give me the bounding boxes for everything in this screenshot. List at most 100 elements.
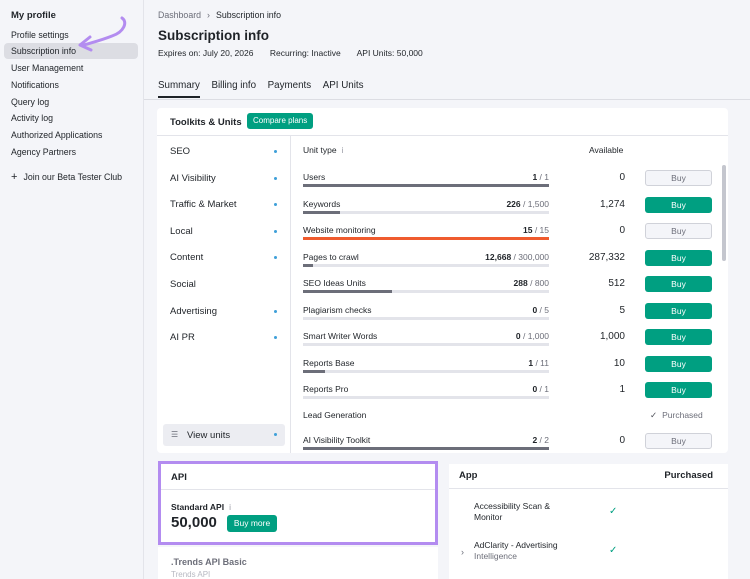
usage-bar-fill bbox=[303, 290, 392, 293]
unit-used: 0 bbox=[515, 331, 521, 341]
sidebar-item-agency-partners[interactable]: Agency Partners bbox=[11, 147, 77, 157]
usage-bar-fill bbox=[303, 237, 549, 240]
unit-used: 12,668 bbox=[485, 252, 512, 262]
breadcrumb: Dashboard › Subscription info bbox=[158, 10, 281, 20]
chevron-right-icon: › bbox=[207, 10, 210, 20]
unit-used: 1 bbox=[532, 172, 538, 182]
app-name: AdClarity - Advertising Intelligence bbox=[474, 540, 584, 562]
breadcrumb-dashboard[interactable]: Dashboard bbox=[158, 10, 202, 20]
unit-row: Website monitoring 15 / 15 0 Buy bbox=[303, 223, 725, 249]
dot-icon bbox=[274, 177, 277, 180]
unit-name: Pages to crawl bbox=[303, 252, 359, 262]
buy-button[interactable]: Buy bbox=[645, 276, 712, 292]
usage-bar bbox=[303, 290, 549, 293]
sidebar-item-profile-settings[interactable]: Profile settings bbox=[11, 30, 69, 40]
toolkit-item-seo[interactable]: SEO bbox=[170, 146, 191, 157]
buy-more-button[interactable]: Buy more bbox=[227, 515, 277, 532]
scrollbar[interactable] bbox=[722, 165, 726, 261]
panel-header: Toolkits & Units Compare plans bbox=[157, 108, 728, 136]
unit-available: 10 bbox=[613, 358, 625, 369]
view-units-button[interactable]: ☰ View units bbox=[163, 424, 285, 446]
chevron-right-icon[interactable]: › bbox=[461, 547, 464, 557]
divider bbox=[161, 489, 435, 490]
app-row[interactable]: Accessibility Scan & Monitor ✓ bbox=[449, 501, 728, 531]
unit-usage: 1 / 11 bbox=[443, 358, 549, 368]
info-icon[interactable]: i bbox=[229, 502, 231, 512]
buy-button[interactable]: Buy bbox=[645, 250, 712, 266]
toolkit-item-content[interactable]: Content bbox=[170, 252, 204, 263]
unit-name: Plagiarism checks bbox=[303, 305, 372, 315]
unit-available: 287,332 bbox=[588, 252, 625, 263]
app-purchased-header: Purchased bbox=[664, 470, 713, 481]
standard-api-value: 50,000 bbox=[171, 514, 217, 531]
unit-used: 15 bbox=[522, 225, 533, 235]
column-header-unit-type: Unit type i bbox=[303, 145, 343, 155]
unit-row: Smart Writer Words 0 / 1,000 1,000 Buy bbox=[303, 329, 725, 355]
buy-button[interactable]: Buy bbox=[645, 329, 712, 345]
tab-api-units[interactable]: API Units bbox=[322, 80, 364, 91]
unit-row: Reports Pro 0 / 1 1 Buy bbox=[303, 382, 725, 408]
usage-bar bbox=[303, 211, 549, 214]
unit-used: 2 bbox=[532, 435, 538, 445]
toolkit-item-ai-pr[interactable]: AI PR bbox=[170, 332, 195, 343]
info-icon[interactable]: i bbox=[341, 145, 344, 155]
unit-available: 0 bbox=[619, 172, 625, 183]
toolkit-list: SEO AI Visibility Traffic & Market Local… bbox=[157, 136, 291, 453]
sidebar-item-notifications[interactable]: Notifications bbox=[11, 80, 59, 90]
toolkit-item-ai-visibility[interactable]: AI Visibility bbox=[170, 173, 216, 184]
compare-plans-button[interactable]: Compare plans bbox=[247, 113, 314, 129]
main-content: Dashboard › Subscription info Subscription… bbox=[143, 0, 750, 579]
column-header-available: Available bbox=[589, 145, 624, 155]
beta-tester-label: Join our Beta Tester Club bbox=[23, 172, 123, 182]
buy-button[interactable]: Buy bbox=[645, 433, 712, 449]
toolkit-item-social[interactable]: Social bbox=[170, 279, 196, 290]
sidebar-heading: My profile bbox=[11, 10, 56, 21]
buy-button[interactable]: Buy bbox=[645, 356, 712, 372]
purchased-label: Purchased bbox=[662, 410, 703, 420]
dot-icon bbox=[274, 203, 277, 206]
unit-available: 1 bbox=[619, 384, 625, 395]
toolkit-item-local[interactable]: Local bbox=[170, 226, 193, 237]
app-name-sub: Intelligence bbox=[474, 551, 518, 561]
unit-used: 226 bbox=[506, 199, 521, 209]
unit-usage: 226 / 1,500 bbox=[443, 199, 549, 209]
expires-text: Expires on: July 20, 2026 bbox=[158, 48, 254, 58]
unit-total: / 1 bbox=[539, 172, 549, 182]
unit-name: Reports Base bbox=[303, 358, 355, 368]
app-row[interactable]: › AdClarity - Advertising Intelligence ✓ bbox=[449, 540, 728, 570]
view-units-label: View units bbox=[187, 430, 231, 441]
unit-name: Lead Generation bbox=[303, 410, 367, 420]
app-name-line2: Monitor bbox=[474, 512, 503, 522]
buy-button[interactable]: Buy bbox=[645, 382, 712, 398]
buy-button[interactable]: Buy bbox=[645, 223, 712, 239]
tab-summary[interactable]: Summary bbox=[158, 80, 200, 98]
sidebar-item-subscription-info[interactable]: Subscription info bbox=[4, 43, 138, 59]
tab-billing-info[interactable]: Billing info bbox=[211, 80, 257, 91]
unit-row: Plagiarism checks 0 / 5 5 Buy bbox=[303, 303, 725, 329]
sidebar-item-user-management[interactable]: User Management bbox=[11, 63, 84, 73]
toolkit-item-advertising[interactable]: Advertising bbox=[170, 306, 217, 317]
usage-bar bbox=[303, 370, 549, 373]
toolkit-item-traffic-market[interactable]: Traffic & Market bbox=[170, 199, 237, 210]
buy-button[interactable]: Buy bbox=[645, 170, 712, 186]
tab-bar: Summary Billing info Payments API Units bbox=[158, 80, 373, 100]
plus-icon: + bbox=[11, 171, 18, 183]
sidebar-item-activity-log[interactable]: Activity log bbox=[11, 113, 54, 123]
usage-bar bbox=[303, 396, 549, 399]
beta-tester-link[interactable]: + Join our Beta Tester Club bbox=[11, 170, 122, 184]
unit-row: AI Visibility Toolkit 2 / 2 0 Buy bbox=[303, 433, 725, 459]
tab-payments[interactable]: Payments bbox=[267, 80, 312, 91]
buy-button[interactable]: Buy bbox=[645, 303, 712, 319]
tab-divider bbox=[144, 99, 750, 100]
dot-icon bbox=[274, 433, 277, 436]
usage-bar-fill bbox=[303, 370, 326, 373]
usage-bar bbox=[303, 343, 549, 346]
sidebar-item-authorized-applications[interactable]: Authorized Applications bbox=[11, 130, 103, 140]
unit-row: Lead Generation ✓ Purchased bbox=[303, 408, 725, 434]
unit-total: / 2 bbox=[539, 435, 549, 445]
buy-button[interactable]: Buy bbox=[645, 197, 712, 213]
unit-usage: 2 / 2 bbox=[443, 435, 549, 445]
sidebar-item-query-log[interactable]: Query log bbox=[11, 97, 50, 107]
app-name-line1: AdClarity - Advertising bbox=[474, 540, 558, 550]
unit-usage: 0 / 5 bbox=[443, 305, 549, 315]
